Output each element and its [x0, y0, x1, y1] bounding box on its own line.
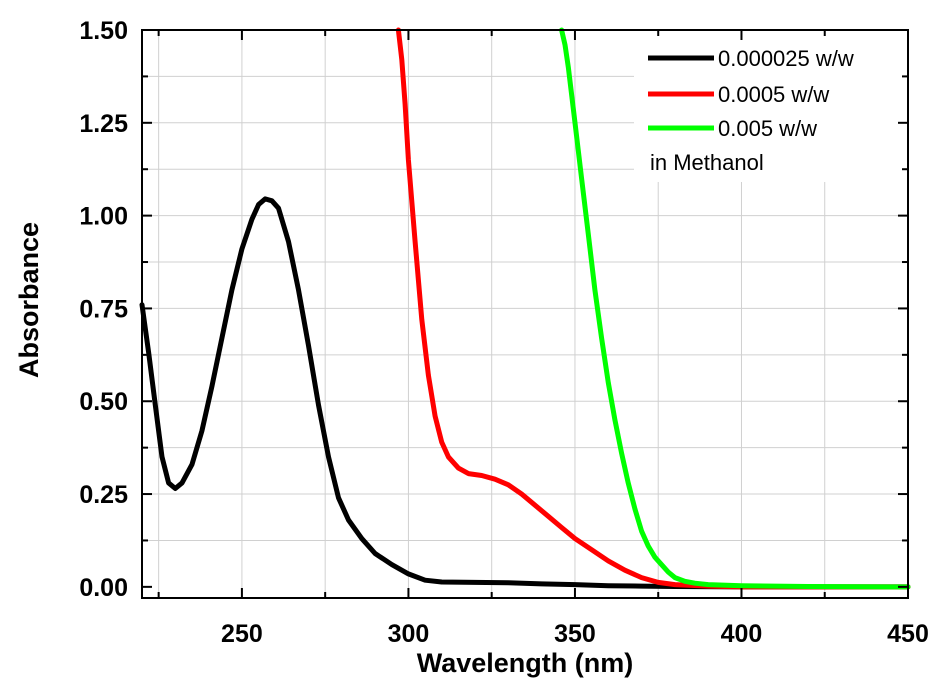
series-line-3 — [559, 27, 911, 590]
x-tick-label: 400 — [721, 620, 763, 648]
y-tick-label: 1.50 — [79, 17, 128, 45]
x-tick-label: 250 — [221, 620, 263, 648]
ticks: 250 300 350 400 450 0.00 0.25 0.50 0.75 1.00 1.25 1… — [79, 17, 929, 648]
series-line-1 — [139, 196, 911, 590]
legend-box — [634, 26, 908, 182]
y-tick-label: 0.50 — [79, 388, 128, 416]
legend-label-series-2: 0.0005 w/w — [718, 82, 829, 107]
y-tick-label: 0.75 — [79, 295, 128, 323]
legend: 0.000025 w/w 0.0005 w/w 0.005 w/w in Met… — [634, 26, 908, 182]
legend-label-series-1: 0.000025 w/w — [718, 46, 854, 71]
axes — [141, 29, 909, 599]
y-tick-label: 1.25 — [79, 110, 128, 138]
y-tick-label: 0.00 — [79, 574, 128, 602]
plot-frame — [141, 29, 909, 599]
series-line-2 — [395, 27, 911, 590]
x-axis-title: Wavelength (nm) — [417, 648, 634, 678]
x-tick-label: 350 — [554, 620, 596, 648]
x-tick-label: 450 — [887, 620, 929, 648]
y-tick-label: 1.00 — [79, 203, 128, 231]
legend-note: in Methanol — [650, 150, 764, 175]
series-layer — [139, 27, 911, 590]
y-axis-title: Absorbance — [14, 222, 44, 378]
legend-label-series-3: 0.005 w/w — [718, 116, 817, 141]
x-tick-label: 300 — [388, 620, 430, 648]
y-tick-label: 0.25 — [79, 481, 128, 509]
